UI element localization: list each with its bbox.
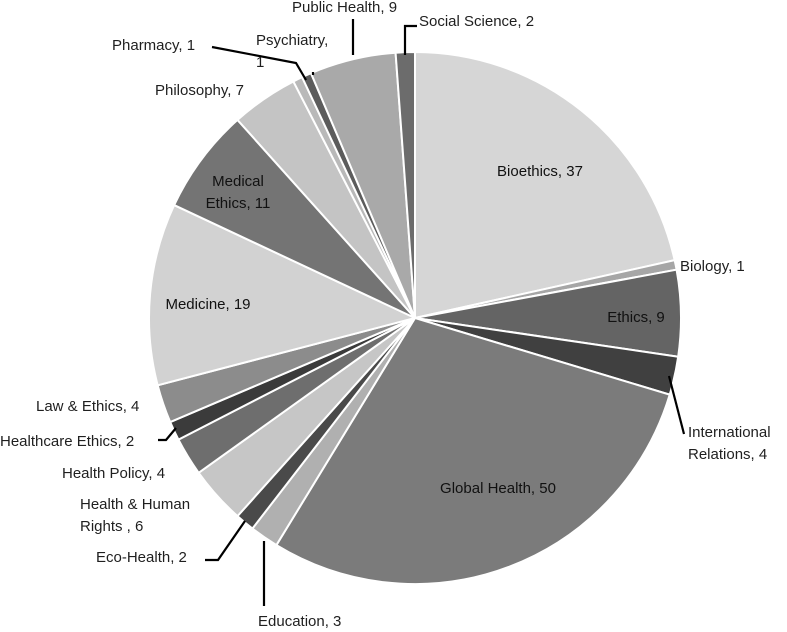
slice-medicine [148,203,418,387]
data-label-public-health: Public Health, 9 [292,0,397,16]
leader-line-pharmacy [211,45,307,81]
data-label-bioethics: Bioethics, 37 [497,163,583,180]
data-label-education: Education, 3 [258,613,341,630]
data-label-health-and-human-rights: Health & Human Rights , 6 [80,496,190,535]
data-label-philosophy: Philosophy, 7 [155,82,244,99]
data-label-healthcare-ethics: Healthcare Ethics, 2 [0,433,134,450]
data-label-international-relations: International Relations, 4 [688,424,771,463]
data-label-psychiatry: Psychiatry, 1 [256,32,328,71]
data-label-pharmacy: Pharmacy, 1 [112,37,195,54]
data-label-global-health: Global Health, 50 [440,480,556,497]
data-label-ethics: Ethics, 9 [607,309,665,326]
data-label-health-policy: Health Policy, 4 [62,465,165,482]
slice-bioethics [414,50,676,320]
data-label-eco-health: Eco-Health, 2 [96,549,187,566]
data-label-medical-ethics: Medical Ethics, 11 [206,173,271,212]
leader-line-international-relations [667,375,686,435]
data-label-social-science: Social Science, 2 [419,13,534,30]
data-label-law-and-ethics: Law & Ethics, 4 [36,398,139,415]
leader-line-social-science [403,24,417,55]
data-label-medicine: Medicine, 19 [165,296,250,313]
leader-line-healthcare-ethics [158,427,177,442]
leader-line-eco-health [205,520,246,562]
data-label-biology: Biology, 1 [680,258,745,275]
